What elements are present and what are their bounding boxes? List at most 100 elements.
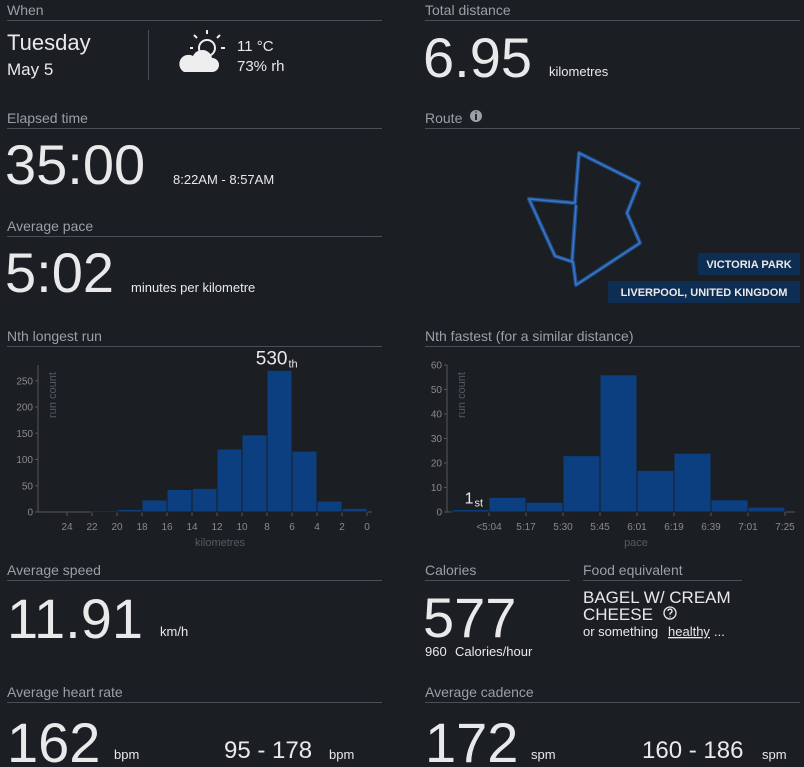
calorie-rate-unit: Calories/hour [455, 644, 533, 659]
x-tick-label: 10 [236, 522, 248, 533]
annotation: 530 [256, 348, 288, 369]
x-tick-label: 24 [61, 522, 73, 533]
bar [451, 509, 490, 513]
x-tick-label: 4 [314, 522, 320, 533]
x-tick-label: 6 [289, 522, 295, 533]
x-tick-label: 12 [211, 522, 223, 533]
x-tick-label: 16 [161, 522, 173, 533]
x-tick-label: 6:01 [627, 522, 647, 533]
header: Average speed [7, 562, 101, 578]
x-tick-label: 0 [364, 522, 370, 533]
bar [341, 507, 368, 513]
bar [673, 452, 712, 513]
calorie-rate: 960 [425, 644, 447, 659]
bar [291, 450, 318, 513]
x-tick-label: 2 [339, 522, 345, 533]
food-note: or something [583, 624, 658, 639]
y-axis-label: run count [47, 372, 59, 418]
header: Route [425, 110, 463, 126]
header: When [7, 2, 44, 18]
cadence-unit: spm [531, 747, 556, 762]
y-tick-label: 0 [436, 508, 442, 519]
bar [266, 369, 293, 513]
route-path [528, 152, 641, 286]
x-tick-label: 5:17 [516, 522, 536, 533]
header: Food equivalent [583, 562, 683, 578]
x-tick-label: 7:01 [738, 522, 758, 533]
pace-value: 5:02 [5, 241, 114, 304]
place-label: VICTORIA PARK [706, 259, 791, 271]
bar [747, 506, 786, 513]
info-icon[interactable] [470, 110, 482, 122]
elapsed-value: 35:00 [5, 133, 145, 196]
x-tick-label: <5:04 [476, 522, 502, 533]
y-tick-label: 250 [16, 376, 33, 387]
pace-unit: minutes per kilometre [131, 280, 255, 295]
cadence-range-unit: spm [762, 747, 787, 762]
annotation: 1 [465, 491, 474, 508]
x-tick-label: 5:30 [553, 522, 573, 533]
time-range: 8:22AM - 8:57AM [173, 172, 274, 187]
humidity: 73% rh [237, 58, 285, 75]
header: Nth longest run [7, 328, 102, 344]
bar [166, 488, 193, 513]
temperature: 11 °C [237, 38, 274, 55]
header: Elapsed time [7, 110, 88, 126]
heart-rate-value: 162 [7, 711, 100, 767]
day: Tuesday [7, 30, 91, 55]
date: May 5 [7, 60, 53, 79]
heart-rate-unit: bpm [114, 747, 139, 762]
help-icon[interactable] [663, 606, 677, 620]
bar [488, 496, 527, 513]
food-item: BAGEL W/ CREAM [583, 588, 731, 607]
y-tick-label: 30 [431, 434, 443, 445]
bar [636, 469, 675, 513]
header: Average pace [7, 218, 93, 234]
cadence-range: 160 - 186 [642, 737, 743, 764]
y-tick-label: 10 [431, 483, 443, 494]
x-tick-label: 6:19 [664, 522, 684, 533]
bar [562, 455, 601, 513]
header: Average heart rate [7, 684, 123, 700]
x-tick-label: 18 [136, 522, 148, 533]
y-tick-label: 60 [431, 361, 443, 372]
food-note: ... [714, 624, 725, 639]
distance-value: 6.95 [423, 26, 532, 89]
bar [316, 500, 343, 513]
weather-icon [179, 30, 225, 72]
x-tick-label: 6:39 [701, 522, 721, 533]
header: Average cadence [425, 684, 534, 700]
header: Calories [425, 562, 476, 578]
x-tick-label: 7:25 [775, 522, 795, 533]
bar [91, 509, 118, 513]
heart-rate-range: 95 - 178 [224, 737, 312, 764]
speed-unit: km/h [160, 624, 188, 639]
heart-rate-range-unit: bpm [329, 747, 354, 762]
x-axis-label: pace [624, 537, 648, 549]
bar [710, 499, 749, 513]
header: Nth fastest (for a similar distance) [425, 328, 634, 344]
x-axis-label: kilometres [195, 537, 246, 549]
place-label-box [698, 253, 800, 275]
food-item: CHEESE [583, 605, 653, 624]
y-tick-label: 0 [27, 508, 33, 519]
speed-value: 11.91 [7, 587, 143, 650]
x-tick-label: 8 [264, 522, 270, 533]
distance-unit: kilometres [549, 64, 609, 79]
y-tick-label: 100 [16, 455, 33, 466]
y-axis-label: run count [456, 372, 468, 418]
annotation-suffix: st [475, 498, 484, 510]
calories-value: 577 [423, 586, 516, 649]
bar [599, 374, 638, 513]
bar [241, 434, 268, 513]
healthy-link[interactable]: healthy [668, 624, 710, 639]
y-tick-label: 150 [16, 429, 33, 440]
header: Total distance [425, 2, 511, 18]
x-tick-label: 22 [86, 522, 98, 533]
y-tick-label: 50 [431, 385, 443, 396]
y-tick-label: 20 [431, 459, 443, 470]
annotation-suffix: th [289, 358, 298, 370]
